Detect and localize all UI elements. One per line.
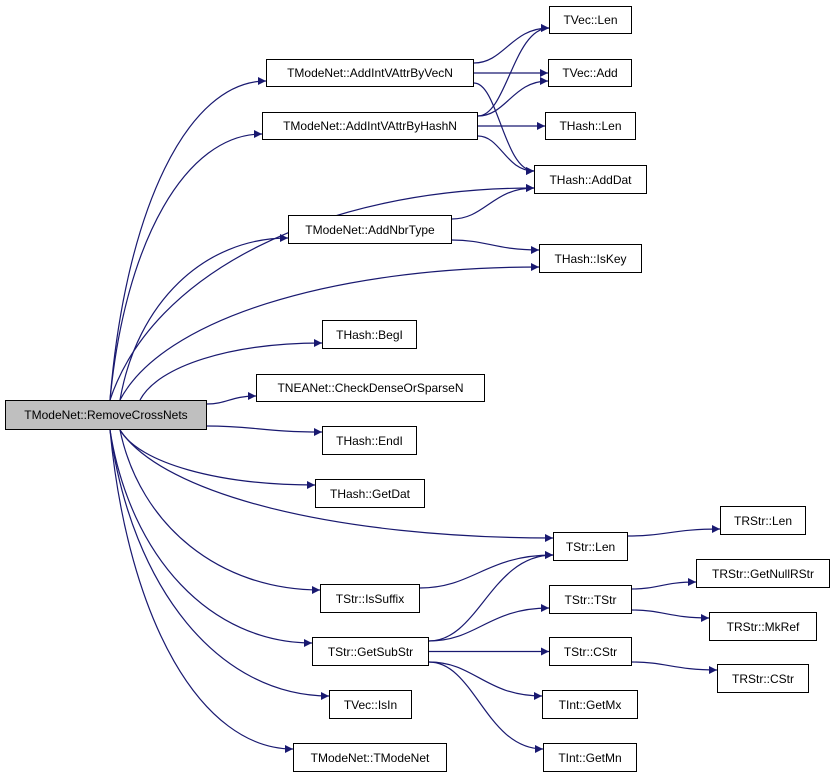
edge-strlen-to-rstrlen (627, 525, 721, 537)
node-root[interactable]: TModeNet::RemoveCrossNets (5, 400, 207, 430)
edge-root-to-getdat (119, 429, 316, 489)
edge-root-to-checkdense (206, 392, 257, 405)
node-endi[interactable]: THash::EndI (322, 426, 417, 455)
edge-getsubstr-to-getmn (428, 661, 544, 753)
edge-root-to-strlen (119, 429, 554, 542)
node-vecadd[interactable]: TVec::Add (548, 59, 632, 87)
edge-tstr-to-mkref (631, 609, 710, 622)
edge-getsubstr-to-tstr (428, 604, 550, 642)
node-rstrcstr[interactable]: TRStr::CStr (717, 664, 809, 693)
edge-nbrtype-to-adddat (451, 184, 535, 220)
node-getmx[interactable]: TInt::GetMx (542, 690, 638, 719)
node-getmn[interactable]: TInt::GetMn (543, 743, 637, 772)
edge-vecn-to-adddat (473, 82, 535, 175)
edge-vecn-to-veclen (473, 24, 550, 64)
node-begi[interactable]: THash::BegI (322, 320, 417, 349)
node-isin[interactable]: TVec::IsIn (329, 690, 412, 719)
edge-cstr-to-rstrcstr (631, 661, 718, 674)
node-getnullrstr[interactable]: TRStr::GetNullRStr (696, 559, 830, 588)
edge-root-to-endi (206, 425, 323, 436)
edge-root-to-vecn (109, 77, 267, 401)
node-issuffix[interactable]: TStr::IsSuffix (320, 584, 420, 613)
edge-root-to-nbrtype (119, 234, 289, 401)
node-tstr[interactable]: TStr::TStr (549, 585, 632, 614)
node-checkdense[interactable]: TNEANet::CheckDenseOrSparseN (256, 374, 485, 402)
edge-root-to-isin (109, 429, 330, 700)
node-mkref[interactable]: TRStr::MkRef (709, 612, 817, 641)
edge-getsubstr-to-getmx (428, 661, 543, 700)
edge-root-to-tmodenet (109, 429, 294, 753)
node-adddat[interactable]: THash::AddDat (534, 165, 647, 194)
edge-tstr-to-getnullrstr (631, 578, 697, 590)
node-nbrtype[interactable]: TModeNet::AddNbrType (288, 215, 452, 244)
edge-hashn-to-veclen (477, 24, 550, 117)
edge-getsubstr-to-strlen (428, 551, 554, 642)
edge-root-to-iskey (119, 263, 540, 401)
node-tmodenet[interactable]: TModeNet::TModeNet (293, 743, 447, 772)
edge-root-to-adddat (109, 184, 535, 401)
node-hashlen[interactable]: THash::Len (545, 112, 636, 140)
node-rstrlen[interactable]: TRStr::Len (720, 506, 806, 535)
edge-issuffix-to-strlen (419, 551, 554, 589)
node-iskey[interactable]: THash::IsKey (539, 244, 642, 273)
node-getsubstr[interactable]: TStr::GetSubStr (312, 637, 429, 666)
edge-hashn-to-vecadd (477, 77, 549, 117)
node-vecn[interactable]: TModeNet::AddIntVAttrByVecN (266, 59, 474, 87)
edge-hashn-to-adddat (477, 135, 535, 175)
edge-root-to-hashn (109, 130, 263, 401)
edge-nbrtype-to-iskey (451, 239, 540, 254)
node-getdat[interactable]: THash::GetDat (315, 479, 425, 508)
edge-root-to-issuffix (119, 429, 321, 594)
node-hashn[interactable]: TModeNet::AddIntVAttrByHashN (262, 112, 478, 140)
node-veclen[interactable]: TVec::Len (549, 6, 632, 34)
node-cstr[interactable]: TStr::CStr (549, 637, 632, 666)
node-strlen[interactable]: TStr::Len (553, 532, 628, 561)
edge-root-to-begi (139, 339, 323, 401)
edge-root-to-getsubstr (109, 429, 313, 647)
